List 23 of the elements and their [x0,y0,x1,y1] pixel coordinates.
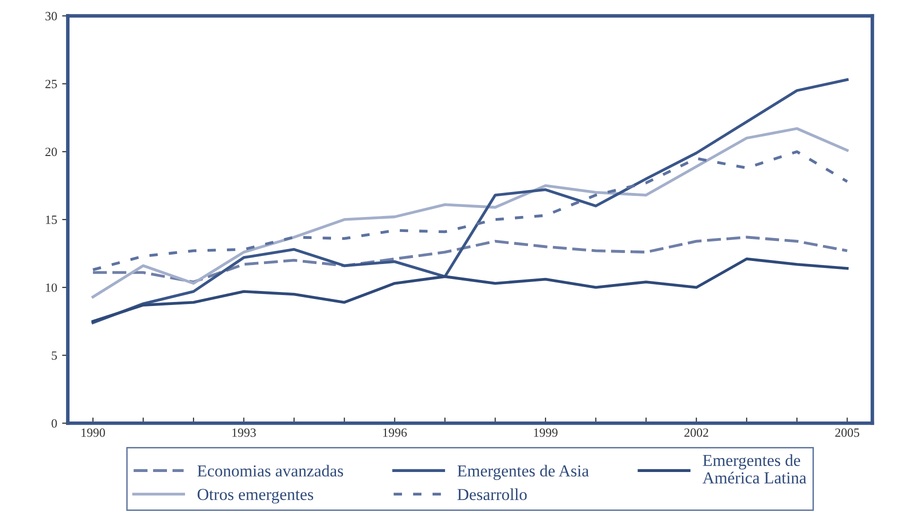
line-series [92,236,849,284]
legend-label: Economias avanzadas [197,464,344,477]
legend-label: Emergentes de América Latina [702,454,806,484]
legend-label: Emergentes de Asia [457,464,589,480]
x-tick-label: 1996 [383,428,407,437]
line-series [92,150,849,272]
y-tick-label: 0 [52,419,57,428]
y-tick-label: 5 [52,351,57,360]
x-tick-label: 1990 [82,428,105,437]
x-tick-label: 1999 [534,428,558,437]
y-tick-label: 10 [46,283,57,292]
x-tick-label: 1993 [232,428,256,437]
line-series [92,258,849,323]
line-series [92,127,849,298]
legend-label: Desarrollo [457,488,527,500]
x-tick-label: 2005 [835,428,860,437]
line-series [92,78,849,324]
legend-label: Otros emergentes [198,488,314,504]
y-tick-label: 25 [45,80,57,88]
y-tick-label: 30 [45,12,57,20]
x-tick-label: 2002 [684,428,708,437]
y-tick-label: 20 [45,148,57,156]
y-tick-label: 15 [46,216,57,224]
